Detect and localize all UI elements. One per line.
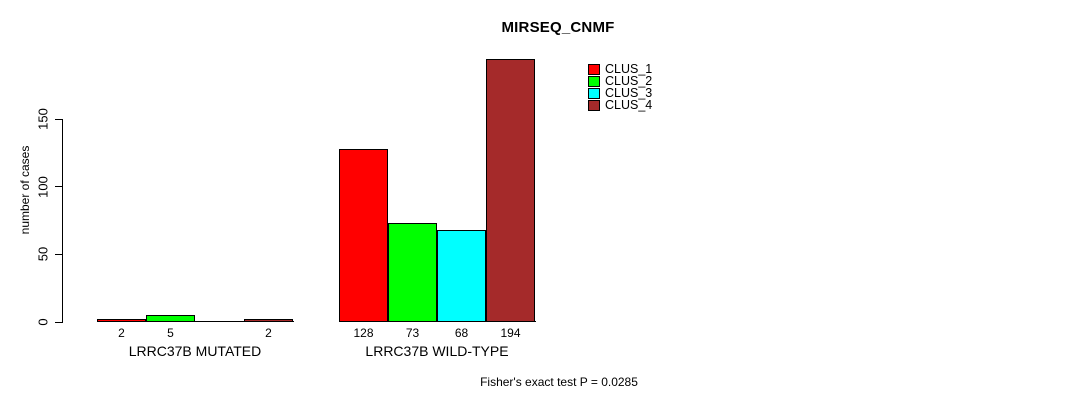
legend-swatch bbox=[588, 99, 600, 111]
bar bbox=[437, 229, 486, 322]
bar-value-label: 68 bbox=[454, 326, 469, 340]
annotation-text: Fisher's exact test P = 0.0285 bbox=[480, 375, 638, 389]
y-tick-label: 150 bbox=[35, 108, 51, 130]
bar-value-label: 73 bbox=[405, 326, 420, 340]
bar bbox=[244, 319, 293, 322]
y-tick bbox=[55, 118, 62, 120]
y-axis-label: number of cases bbox=[18, 145, 32, 235]
bar-value-label: 128 bbox=[353, 326, 374, 340]
legend-row: CLUS_3 bbox=[588, 87, 652, 99]
legend-swatch bbox=[588, 75, 600, 87]
bar bbox=[146, 315, 195, 322]
y-axis-line bbox=[62, 119, 63, 323]
legend-row: CLUS_1 bbox=[588, 63, 652, 75]
legend: CLUS_1 CLUS_2 CLUS_3 CLUS_4 bbox=[588, 63, 652, 111]
legend-row: CLUS_2 bbox=[588, 75, 652, 87]
y-tick bbox=[55, 186, 62, 188]
legend-label: CLUS_4 bbox=[605, 98, 653, 112]
chart-title: MIRSEQ_CNMF bbox=[501, 19, 615, 36]
bar bbox=[339, 148, 388, 322]
legend-label: CLUS_1 bbox=[605, 62, 653, 76]
y-tick bbox=[55, 253, 62, 255]
y-tick-label: 100 bbox=[35, 175, 51, 198]
y-tick-label: 0 bbox=[35, 318, 51, 326]
bar-value-label: 2 bbox=[118, 326, 125, 340]
legend-row: CLUS_4 bbox=[588, 99, 652, 111]
legend-swatch bbox=[588, 63, 600, 75]
bar-value-label: 5 bbox=[167, 326, 174, 340]
bar-value-label: 2 bbox=[265, 326, 272, 340]
legend-label: CLUS_2 bbox=[605, 74, 653, 88]
legend-label: CLUS_3 bbox=[605, 86, 653, 100]
group-label: LRRC37B MUTATED bbox=[128, 343, 262, 359]
y-tick-label: 50 bbox=[35, 247, 51, 262]
bar bbox=[486, 59, 535, 322]
group-baseline bbox=[97, 321, 294, 322]
y-tick bbox=[55, 321, 62, 323]
bar-value-label: 194 bbox=[500, 326, 521, 340]
bar bbox=[97, 319, 146, 322]
bar bbox=[388, 223, 437, 322]
legend-swatch bbox=[588, 87, 600, 99]
group-label: LRRC37B WILD-TYPE bbox=[365, 343, 509, 359]
